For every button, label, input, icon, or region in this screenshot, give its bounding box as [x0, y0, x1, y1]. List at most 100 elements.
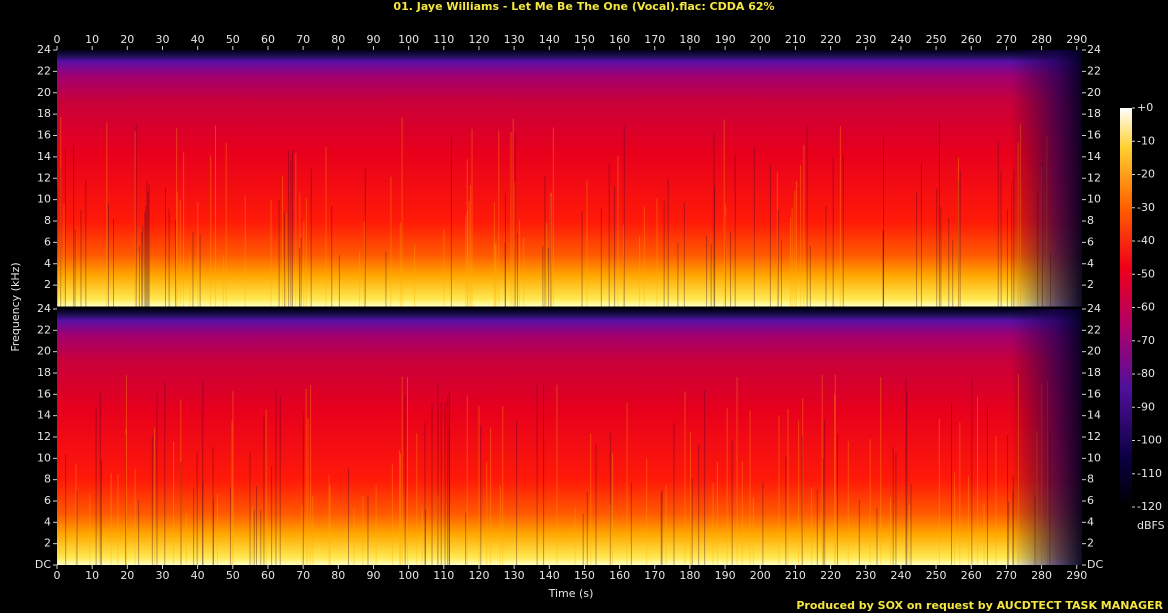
y-tick-label: 10 — [37, 451, 51, 464]
y-tick-label: 18 — [37, 107, 51, 120]
x-tick-label: 0 — [54, 569, 61, 582]
y-tick-label: 10 — [37, 193, 51, 206]
x-tick-label: 150 — [574, 569, 595, 582]
y-tick-label: 4 — [1087, 515, 1094, 528]
y-tick-label: 12 — [37, 430, 51, 443]
x-tick-label: 0 — [54, 33, 61, 46]
y-tick-label: 24 — [37, 43, 51, 56]
y-tick-label: 8 — [44, 473, 51, 486]
y-tick-label: 6 — [1087, 235, 1094, 248]
colorbar-tick-label: -60 — [1137, 301, 1155, 314]
y-tick-label: 6 — [1087, 494, 1094, 507]
y-tick-label: 10 — [1087, 193, 1101, 206]
x-tick-label: 180 — [679, 569, 700, 582]
colorbar-tick-label: -80 — [1137, 367, 1155, 380]
y-tick-label: 2 — [1087, 537, 1094, 550]
x-axis-label: Time (s) — [548, 587, 594, 600]
x-tick-label: 30 — [155, 33, 169, 46]
x-tick-label: 80 — [331, 33, 345, 46]
footer: Produced by SOX on request by AUCDTECT T… — [796, 599, 1163, 612]
x-tick-label: 280 — [1031, 569, 1052, 582]
x-tick-label: 290 — [1066, 33, 1087, 46]
x-tick-label: 140 — [539, 33, 560, 46]
colorbar-label: dBFS — [1137, 519, 1165, 532]
y-tick-label: 18 — [37, 366, 51, 379]
y-tick-label: 8 — [1087, 214, 1094, 227]
y-tick-label: 24 — [37, 302, 51, 315]
y-tick-label: 12 — [1087, 430, 1101, 443]
y-tick-label: 16 — [37, 387, 51, 400]
y-tick-label: 16 — [1087, 129, 1101, 142]
y-tick-label: 20 — [1087, 86, 1101, 99]
x-tick-label: 240 — [890, 569, 911, 582]
x-tick-label: 190 — [715, 33, 736, 46]
colorbar-tick-label: -90 — [1137, 400, 1155, 413]
x-tick-label: 10 — [85, 33, 99, 46]
x-tick-label: 270 — [996, 569, 1017, 582]
y-tick-label: 16 — [1087, 387, 1101, 400]
colorbar-tick-label: -120 — [1137, 500, 1162, 513]
y-tick-label: 18 — [1087, 107, 1101, 120]
y-tick-label: 24 — [1087, 43, 1101, 56]
x-tick-label: 160 — [609, 33, 630, 46]
y-tick-label: 24 — [1087, 302, 1101, 315]
y-tick-label: 22 — [37, 64, 51, 77]
x-tick-label: 70 — [296, 569, 310, 582]
x-tick-label: 170 — [644, 569, 665, 582]
x-tick-label: 170 — [644, 33, 665, 46]
y-tick-label: DC — [1087, 558, 1103, 571]
x-tick-label: 110 — [433, 569, 454, 582]
y-axis-label: Frequency (kHz) — [9, 262, 22, 351]
y-tick-label: 8 — [44, 214, 51, 227]
x-tick-label: 250 — [926, 569, 947, 582]
x-tick-label: 220 — [820, 569, 841, 582]
y-tick-label: 20 — [37, 86, 51, 99]
y-tick-label: 18 — [1087, 366, 1101, 379]
x-tick-label: 150 — [574, 33, 595, 46]
x-tick-label: 230 — [855, 33, 876, 46]
y-tick-label: 20 — [1087, 345, 1101, 358]
x-tick-label: 220 — [820, 33, 841, 46]
y-tick-label: 4 — [1087, 257, 1094, 270]
x-tick-label: 90 — [366, 33, 380, 46]
x-tick-label: 50 — [226, 569, 240, 582]
x-tick-label: 140 — [539, 569, 560, 582]
y-tick-label: 22 — [37, 323, 51, 336]
colorbar-tick-label: -110 — [1137, 467, 1162, 480]
x-tick-label: 10 — [85, 569, 99, 582]
y-tick-label: 10 — [1087, 451, 1101, 464]
y-tick-label: 6 — [44, 494, 51, 507]
y-tick-label: 22 — [1087, 64, 1101, 77]
x-tick-label: 70 — [296, 33, 310, 46]
y-tick-label: 12 — [1087, 171, 1101, 184]
colorbar-tick-label: -10 — [1137, 134, 1155, 147]
y-tick-label: 14 — [37, 150, 51, 163]
x-tick-label: 80 — [331, 569, 345, 582]
x-tick-label: 270 — [996, 33, 1017, 46]
x-tick-label: 250 — [926, 33, 947, 46]
y-tick-label: 4 — [44, 257, 51, 270]
x-tick-label: 280 — [1031, 33, 1052, 46]
y-tick-label: 2 — [44, 278, 51, 291]
y-tick-label: 4 — [44, 515, 51, 528]
x-tick-label: 100 — [398, 569, 419, 582]
colorbar-tick-label: -50 — [1137, 267, 1155, 280]
x-tick-label: 50 — [226, 33, 240, 46]
x-tick-label: 60 — [261, 33, 275, 46]
x-tick-label: 130 — [504, 569, 525, 582]
spectrogram-fade — [57, 50, 1082, 307]
x-tick-label: 240 — [890, 33, 911, 46]
y-tick-label: 8 — [1087, 473, 1094, 486]
x-tick-label: 110 — [433, 33, 454, 46]
y-tick-label: 14 — [1087, 150, 1101, 163]
x-tick-label: 210 — [785, 33, 806, 46]
y-tick-label: 16 — [37, 129, 51, 142]
x-tick-label: 90 — [366, 569, 380, 582]
y-tick-label: DC — [35, 558, 51, 571]
x-tick-label: 230 — [855, 569, 876, 582]
x-tick-label: 210 — [785, 569, 806, 582]
x-tick-label: 260 — [961, 33, 982, 46]
x-tick-label: 120 — [468, 569, 489, 582]
x-tick-label: 60 — [261, 569, 275, 582]
